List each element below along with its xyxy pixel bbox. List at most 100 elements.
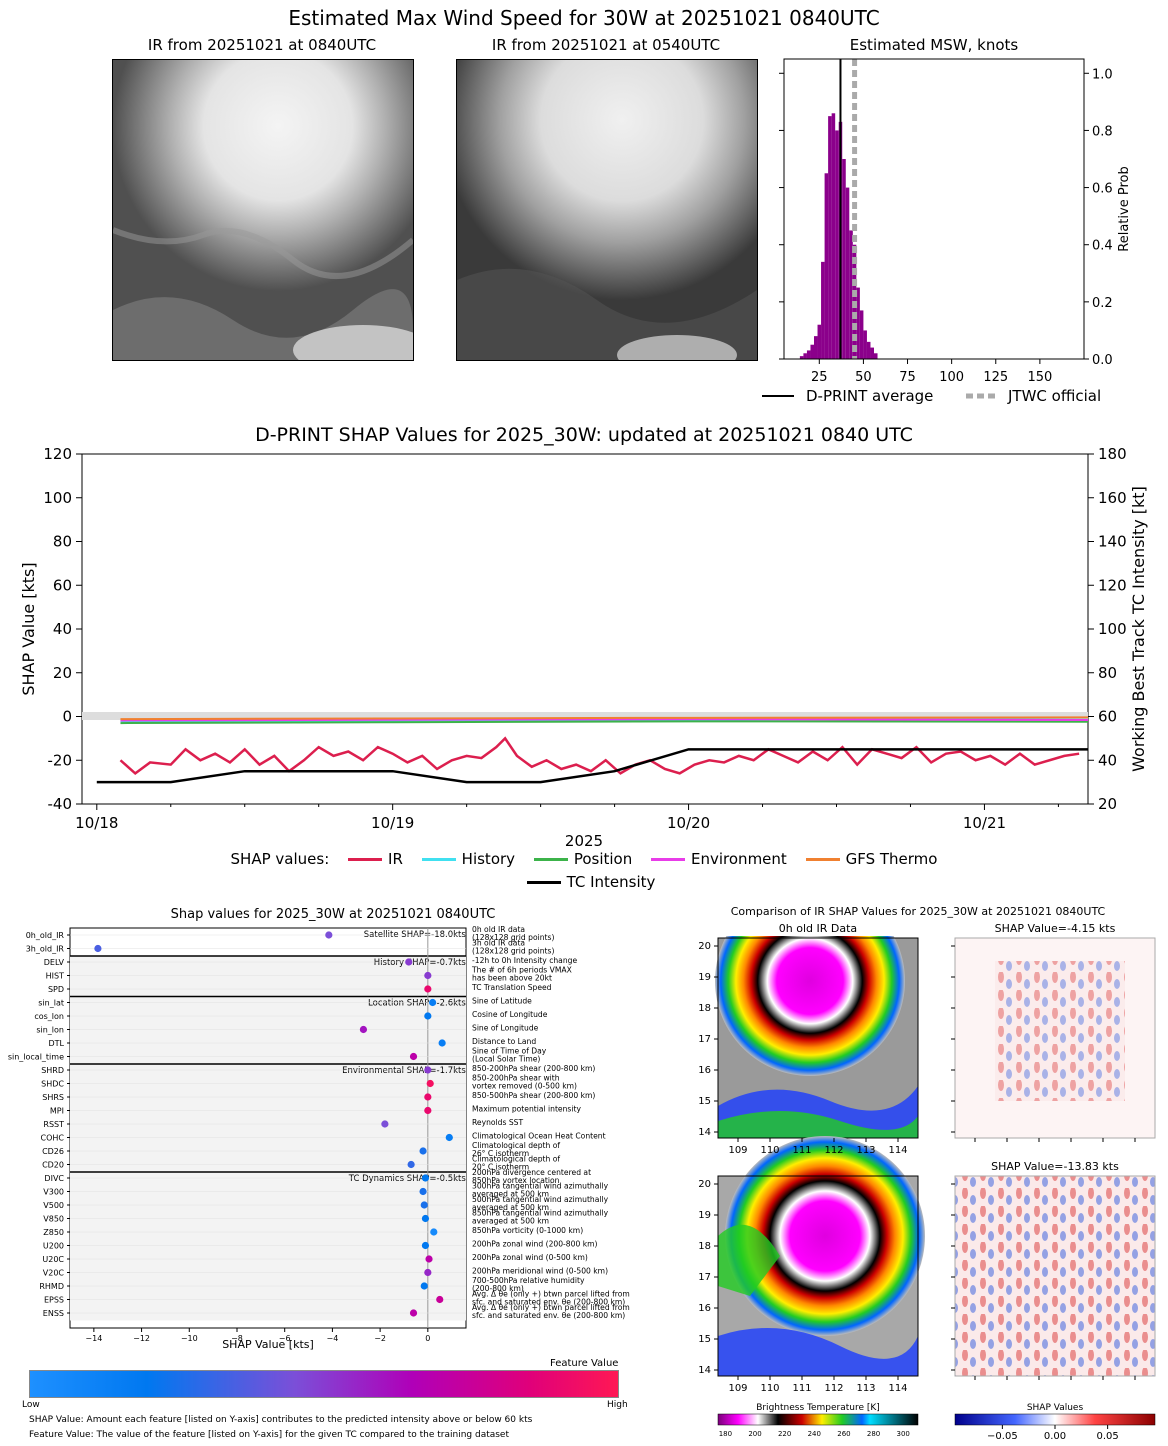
- lat-tick-label: 15: [698, 1096, 711, 1107]
- feature-description: Sine of Time of Day: [472, 1047, 547, 1056]
- feature-dot: [424, 1268, 432, 1277]
- feature-x-tick-label: 0: [425, 1334, 430, 1343]
- ts-x-tick-label: 10/21: [963, 814, 1006, 832]
- ts-x-tick-label: 10/20: [667, 814, 710, 832]
- feature-name: 0h_old_IR: [26, 931, 65, 940]
- ts-frame: [81, 453, 1089, 805]
- feature-description: Maximum potential intensity: [472, 1105, 581, 1114]
- ts-x-ticks: 10/18 10/19 10/20 10/21: [75, 804, 1059, 832]
- lat-tick-label: 19: [698, 972, 711, 983]
- legend-environment-label: Environment: [691, 850, 787, 868]
- feature-description: Sine of Latitude: [472, 997, 532, 1006]
- ts-x-tick-label: 10/19: [371, 814, 414, 832]
- legend-position-label: Position: [573, 850, 633, 868]
- ts-x-label: 2025: [565, 832, 603, 850]
- ts-left-tick-label: -20: [48, 751, 73, 769]
- hist-bar: [866, 341, 871, 359]
- feature-name: V500: [43, 1201, 64, 1210]
- feature-description: 26° C isotherm: [472, 1149, 529, 1158]
- lon-tick-label: 110: [760, 1145, 779, 1156]
- feature-dot: [419, 1187, 427, 1196]
- legend-tc-intensity-swatch: [526, 881, 561, 884]
- ir-image-previous: [456, 59, 758, 361]
- ts-right-tick-label: 20: [1098, 795, 1117, 813]
- feature-dot: [407, 1160, 415, 1169]
- feature-description: 500hPa tangential wind azimuthally: [472, 1195, 609, 1204]
- lat-tick-label: 17: [698, 1272, 711, 1283]
- hist-bar: [842, 159, 846, 359]
- feature-dot: [424, 1106, 432, 1115]
- note-shap: SHAP Value: Amount each feature [listed …: [29, 1415, 533, 1425]
- feature-dot: [445, 1133, 453, 1142]
- lat-tick-label: 18: [698, 1241, 711, 1252]
- lon-tick-label: 112: [824, 1145, 843, 1156]
- bt-tick-label: 280: [867, 1430, 880, 1438]
- feature-description: Sine of Longitude: [472, 1024, 539, 1033]
- feature-dot: [381, 1120, 389, 1128]
- feature-name: DELV: [44, 958, 65, 967]
- ts-line-environment: [120, 718, 1089, 722]
- hist-bar: [870, 347, 874, 359]
- feature-dot: [94, 944, 102, 953]
- hist-x-tick-label: 150: [1027, 370, 1052, 385]
- shap-cb-tick-label: 0.05: [1096, 1431, 1118, 1442]
- feature-description: 850hPa vorticity (0-1000 km): [472, 1226, 583, 1235]
- legend-tc-intensity-label: TC Intensity: [566, 873, 656, 891]
- shap-cb-tick-label: −0.05: [987, 1431, 1018, 1442]
- feature-dot: [429, 998, 437, 1007]
- feature-description: (Local Solar Time): [472, 1055, 540, 1064]
- feature-group-label: TC Dynamics SHAP=-0.5kts: [348, 1174, 467, 1184]
- ir-image-current: [112, 59, 414, 361]
- hist-bar: [828, 116, 832, 359]
- hist-bar: [863, 330, 867, 359]
- feature-name: sin_local_time: [8, 1053, 64, 1062]
- hist-title: Estimated MSW, knots: [849, 36, 1019, 54]
- feature-group-label: Location SHAP=-2.6kts: [368, 999, 466, 1009]
- hist-bar: [845, 187, 850, 359]
- feature-description: 200hPa meridional wind (0-500 km): [472, 1267, 608, 1276]
- feature-group-bg: [70, 1172, 466, 1321]
- feature-x-tick-label: −8: [231, 1334, 243, 1343]
- hist-y-tick-label: 0.8: [1092, 124, 1113, 139]
- ts-line-tc-intensity: [96, 748, 1088, 784]
- feature-dot: [420, 1282, 428, 1290]
- ts-right-tick-label: 160: [1098, 489, 1127, 507]
- ts-series: [96, 716, 1089, 784]
- feature-group-label: History SHAP=-0.7kts: [374, 958, 467, 968]
- feature-name: Z850: [43, 1228, 64, 1237]
- ir-mid-title: IR from 20251021 at 0540UTC: [491, 36, 721, 54]
- hist-bar: [835, 130, 839, 359]
- msw-histogram: 25 50 75 100 125 150 0.0 0.2 0.4 0.6 0.8 1.0 Relat…: [762, 58, 1132, 405]
- feature-description: has been above 20kt: [472, 974, 552, 983]
- bt-colorbar-label: Brightness Temperature [K]: [756, 1403, 880, 1413]
- hist-bar: [824, 173, 829, 359]
- feature-name: SPD: [48, 985, 64, 994]
- feature-x-tick-label: −6: [279, 1334, 291, 1343]
- ts-y-left-label: SHAP Value [kts]: [19, 562, 38, 695]
- ts-left-tick-label: 20: [53, 664, 72, 682]
- ts-right-ticks: 180 160 140 120 100 80 60 40 20: [1088, 445, 1127, 813]
- lon-tick-label: 110: [760, 1383, 779, 1394]
- feature-dot: [419, 1147, 427, 1155]
- feature-name: HIST: [46, 972, 64, 981]
- lon-tick-label: 114: [888, 1145, 907, 1156]
- feature-description: 850-200hPa shear (200-800 km): [472, 1064, 595, 1073]
- colorbar-title: Feature Value: [550, 1358, 619, 1369]
- ir-left-title: IR from 20251021 at 0840UTC: [147, 36, 377, 54]
- ts-left-tick-label: -40: [48, 795, 73, 813]
- lat-tick-label: 17: [698, 1034, 711, 1045]
- feature-name: U20C: [42, 1255, 64, 1264]
- ts-left-ticks: 120 100 80 60 40 20 0 -20 -40: [43, 445, 82, 813]
- hist-bar: [799, 356, 804, 359]
- legend-environment-swatch: [651, 858, 686, 861]
- ts-legend: SHAP values: IR History Position Environ…: [0, 850, 1168, 868]
- hist-y-tick-label: 0.2: [1092, 296, 1113, 311]
- feature-name: CD26: [42, 1147, 64, 1156]
- feature-description: vortex removed (0-500 km): [472, 1082, 577, 1091]
- hist-x-tick-label: 25: [811, 370, 828, 385]
- hist-y-tick-label: 0.4: [1092, 239, 1113, 254]
- ts-legend-row2: TC Intensity: [0, 873, 1168, 891]
- feature-description: Cosine of Longitude: [472, 1010, 548, 1019]
- hist-bar: [821, 261, 825, 359]
- feature-dot: [438, 1039, 446, 1047]
